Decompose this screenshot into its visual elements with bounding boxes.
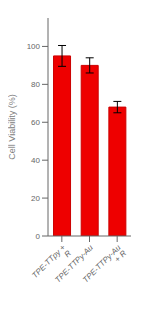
- svg-text:TPE-TTPy-Au+ R: TPE-TTPy-Au+ R: [81, 243, 129, 291]
- svg-text:80: 80: [31, 80, 40, 89]
- svg-text:60: 60: [31, 118, 40, 127]
- svg-text:100: 100: [27, 42, 41, 51]
- svg-text:0: 0: [36, 232, 41, 241]
- svg-text:Cell Viability (%): Cell Viability (%): [8, 94, 17, 159]
- svg-text:20: 20: [31, 194, 40, 203]
- svg-text:40: 40: [31, 156, 40, 165]
